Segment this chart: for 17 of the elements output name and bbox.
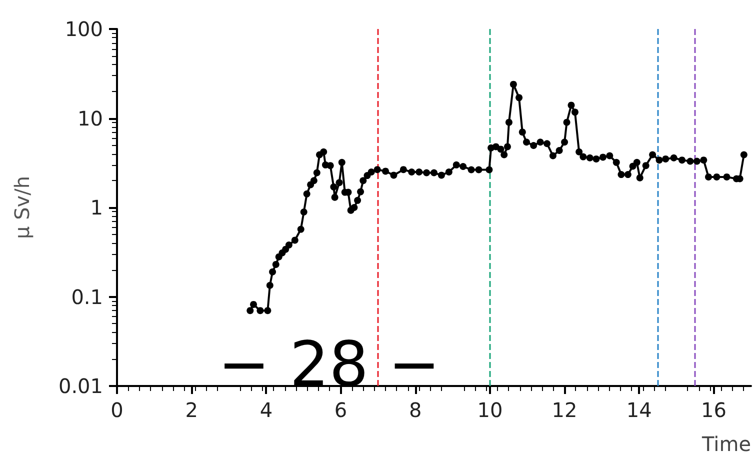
x-tick-label: 0 [110,398,124,422]
x-tick-label: 2 [185,398,198,422]
y-tick-label: 1 [90,196,103,220]
x-tick-label: 10 [477,398,503,422]
y-tick-label: 10 [78,106,103,130]
annotation: − 28 − [218,328,440,400]
y-axis-title: μ Sv/h [10,176,34,240]
y-tick-label: 0.01 [58,374,103,398]
x-tick-label: 6 [334,398,348,422]
x-axis-title: Time [701,432,751,456]
x-tick-label: 14 [626,398,652,422]
x-tick-label: 4 [260,398,273,422]
x-tick-label: 8 [408,398,422,422]
y-tick-label: 100 [64,17,103,41]
y-tick-label: 0.1 [71,284,103,309]
x-tick-label: 16 [700,398,726,422]
x-tick-label: 12 [552,398,578,422]
